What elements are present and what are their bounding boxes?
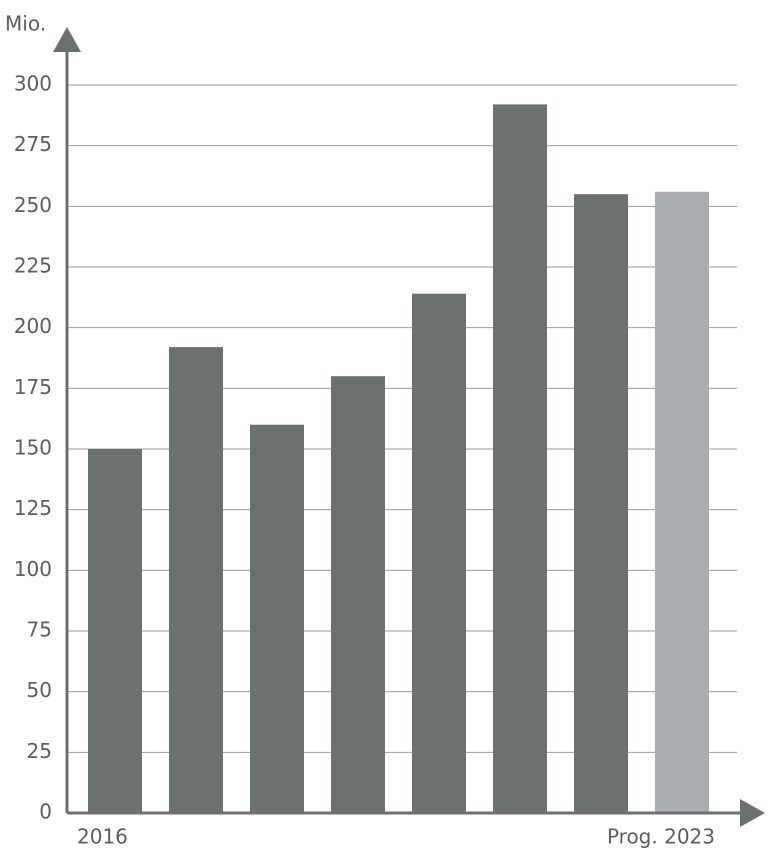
bar: [412, 293, 466, 813]
y-tick-label: 150: [14, 436, 52, 460]
y-tick-label: 250: [14, 193, 52, 217]
y-tick-label: 25: [27, 739, 52, 763]
y-tick-label: 100: [14, 557, 52, 581]
y-tick-label: 75: [27, 618, 52, 642]
bar: [331, 376, 385, 813]
y-tick-label: 125: [14, 496, 52, 520]
y-tick-label: 175: [14, 375, 52, 399]
x-axis-arrow: [740, 799, 765, 827]
y-tick-label: 200: [14, 314, 52, 338]
x-tick-label: 2016: [77, 825, 128, 849]
y-tick-label: 50: [27, 678, 52, 702]
bar: [655, 191, 709, 814]
y-tick-label: 0: [39, 800, 52, 824]
bar: [250, 424, 304, 813]
bar: [493, 104, 547, 813]
x-tick-label: Prog. 2023: [607, 825, 715, 849]
y-tick-label: 225: [14, 254, 52, 278]
y-tick-label: 275: [14, 132, 52, 156]
bar: [169, 347, 223, 813]
bar: [88, 449, 142, 813]
y-axis-arrow: [53, 27, 81, 52]
y-axis-label: Mio.: [5, 12, 46, 36]
y-tick-label: 300: [14, 72, 52, 96]
bar: [574, 194, 628, 813]
